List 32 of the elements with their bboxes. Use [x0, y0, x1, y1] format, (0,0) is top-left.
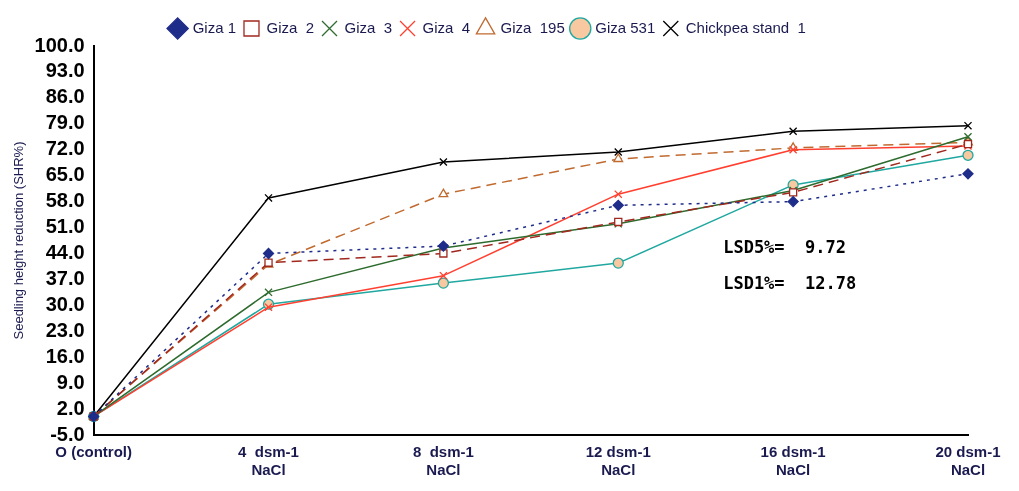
- annotation: LSD5%= 9.72: [723, 236, 847, 257]
- x-tick-label: 12 dsm-1 NaCl: [585, 443, 651, 479]
- y-tick-label: 65.0: [45, 163, 85, 186]
- legend-label: Giza 3: [344, 18, 393, 36]
- y-tick-label: 72.0: [45, 137, 85, 160]
- y-tick-label: 44.0: [45, 240, 85, 263]
- legend-label: Giza 4: [422, 18, 471, 36]
- y-tick-label: -5.0: [50, 422, 85, 445]
- y-tick-label: 2.0: [56, 396, 85, 419]
- x-tick-label: O (control): [55, 443, 132, 461]
- y-axis-title: Seedling height reduction (SHR%): [11, 141, 27, 340]
- annotation: LSD1%= 12.78: [723, 272, 857, 293]
- x-tick-label: 20 dsm-1 NaCl: [935, 443, 1001, 479]
- y-tick-label: 100.0: [34, 33, 85, 56]
- y-tick-label: 37.0: [45, 266, 85, 289]
- legend-label: Giza 1: [192, 18, 236, 36]
- legend-label: Giza 2: [266, 18, 315, 36]
- x-tick-label: 4 dsm-1 NaCl: [238, 443, 299, 479]
- y-tick-label: 51.0: [45, 215, 85, 238]
- legend-label: Chickpea stand 1: [685, 18, 806, 36]
- legend-label: Giza 531: [595, 18, 656, 36]
- y-tick-label: 58.0: [45, 189, 85, 212]
- y-tick-label: 9.0: [56, 370, 85, 393]
- y-tick-label: 23.0: [45, 318, 85, 341]
- legend-label: Giza 195: [500, 18, 565, 36]
- y-tick-label: 30.0: [45, 292, 85, 315]
- y-tick-label: 93.0: [45, 59, 85, 82]
- y-tick-label: 86.0: [45, 85, 85, 108]
- y-tick-label: 79.0: [45, 111, 85, 134]
- x-tick-label: 16 dsm-1 NaCl: [760, 443, 826, 479]
- x-tick-label: 8 dsm-1 NaCl: [412, 443, 474, 479]
- y-tick-label: 16.0: [45, 344, 85, 367]
